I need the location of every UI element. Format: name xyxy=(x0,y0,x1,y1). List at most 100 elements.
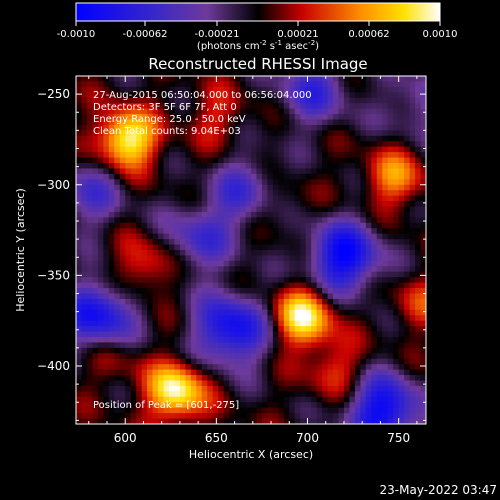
heatmap-cell xyxy=(316,337,323,344)
heatmap-cell xyxy=(294,233,301,240)
heatmap-cell xyxy=(305,233,312,240)
heatmap-cell xyxy=(179,255,186,262)
heatmap-cell xyxy=(251,152,258,159)
heatmap-cell xyxy=(86,103,94,110)
heatmap-cell xyxy=(130,282,137,289)
heatmap-cell xyxy=(360,244,367,251)
heatmap-cell xyxy=(196,114,203,121)
heatmap-cell xyxy=(415,413,422,420)
heatmap-cell xyxy=(251,108,258,115)
heatmap-cell xyxy=(283,201,290,208)
heatmap-cell xyxy=(130,152,137,159)
heatmap-cell xyxy=(289,396,296,403)
heatmap-cell xyxy=(81,157,88,164)
heatmap-cell xyxy=(108,97,115,104)
heatmap-cell xyxy=(294,239,301,246)
heatmap-cell xyxy=(158,135,165,142)
heatmap-cell xyxy=(185,168,192,175)
heatmap-cell xyxy=(316,233,323,240)
heatmap-cell xyxy=(283,396,290,403)
heatmap-cell xyxy=(360,288,367,295)
heatmap-cell xyxy=(294,342,301,349)
heatmap-cell xyxy=(92,239,99,246)
heatmap-cell xyxy=(108,103,115,110)
heatmap-cell xyxy=(371,315,378,322)
heatmap-cell xyxy=(365,228,372,235)
heatmap-cell xyxy=(278,385,285,392)
heatmap-cell xyxy=(223,184,230,191)
heatmap-cell xyxy=(201,163,208,170)
heatmap-cell xyxy=(234,130,241,137)
heatmap-cell xyxy=(404,250,411,257)
heatmap-cell xyxy=(81,146,88,153)
heatmap-cell xyxy=(86,326,94,333)
heatmap-cell xyxy=(420,337,426,344)
heatmap-cell xyxy=(343,173,351,180)
heatmap-cell xyxy=(158,260,165,267)
heatmap-cell xyxy=(168,97,176,104)
heatmap-cell xyxy=(103,206,110,213)
heatmap-cell xyxy=(420,277,426,284)
heatmap-cell xyxy=(125,239,132,246)
heatmap-cell xyxy=(185,81,192,88)
heatmap-cell xyxy=(415,391,422,398)
heatmap-cell xyxy=(415,385,422,392)
heatmap-cell xyxy=(229,168,236,175)
heatmap-cell xyxy=(81,217,88,224)
heatmap-cell xyxy=(163,293,170,300)
heatmap-cell xyxy=(240,385,247,392)
heatmap-cell xyxy=(234,309,241,316)
heatmap-cell xyxy=(289,76,296,83)
heatmap-cell xyxy=(240,244,247,251)
heatmap-cell xyxy=(300,250,307,257)
heatmap-cell xyxy=(201,97,208,104)
heatmap-cell xyxy=(97,331,104,338)
heatmap-cell xyxy=(316,347,323,354)
heatmap-cell xyxy=(103,402,110,409)
heatmap-cell xyxy=(168,239,176,246)
heatmap-cell xyxy=(283,86,290,93)
heatmap-cell xyxy=(387,402,394,409)
heatmap-cell xyxy=(147,228,154,235)
heatmap-cell xyxy=(365,163,372,170)
heatmap-cell xyxy=(158,222,165,229)
heatmap-cell xyxy=(300,157,307,164)
heatmap-cell xyxy=(256,228,263,235)
heatmap-cell xyxy=(86,141,94,148)
heatmap-cell xyxy=(174,179,181,186)
heatmap-cell xyxy=(163,315,170,322)
heatmap-cell xyxy=(404,347,411,354)
heatmap-cell xyxy=(256,271,263,278)
heatmap-cell xyxy=(234,402,241,409)
heatmap-cell xyxy=(92,92,99,99)
heatmap-cell xyxy=(229,86,236,93)
heatmap-cell xyxy=(300,347,307,354)
heatmap-cell xyxy=(349,402,356,409)
heatmap-cell xyxy=(223,255,230,262)
heatmap-cell xyxy=(360,86,367,93)
heatmap-cell xyxy=(349,157,356,164)
heatmap-cell xyxy=(267,217,274,224)
heatmap-cell xyxy=(119,337,126,344)
heatmap-cell xyxy=(223,233,230,240)
heatmap-cell xyxy=(251,396,258,403)
heatmap-cell xyxy=(371,217,378,224)
heatmap-cell xyxy=(234,146,241,153)
heatmap-cell xyxy=(349,396,356,403)
heatmap-cell xyxy=(343,413,351,420)
heatmap-cell xyxy=(218,179,225,186)
heatmap-cell xyxy=(387,135,394,142)
heatmap-cell xyxy=(86,119,94,126)
heatmap-cell xyxy=(278,163,285,170)
heatmap-cell xyxy=(201,266,208,273)
heatmap-cell xyxy=(103,298,110,305)
heatmap-cell xyxy=(398,76,405,83)
heatmap-cell xyxy=(152,277,159,284)
heatmap-cell xyxy=(305,222,312,229)
heatmap-cell xyxy=(81,179,88,186)
heatmap-cell xyxy=(349,337,356,344)
heatmap-cell xyxy=(234,190,241,197)
heatmap-cell xyxy=(283,190,290,197)
heatmap-cell xyxy=(108,418,115,424)
heatmap-cell xyxy=(218,266,225,273)
